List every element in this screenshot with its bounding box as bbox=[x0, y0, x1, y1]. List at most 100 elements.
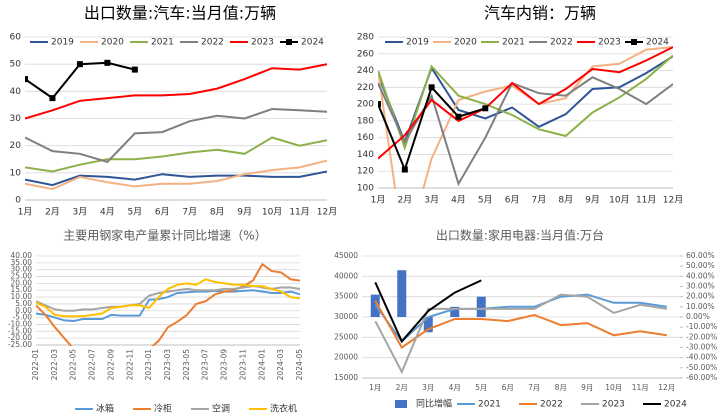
point-marker bbox=[104, 59, 111, 66]
x-tick-label: 6月 bbox=[155, 207, 170, 218]
x-tick-label: 5月 bbox=[127, 207, 142, 218]
chart-title: 汽车内销：万辆 bbox=[484, 4, 596, 23]
chart-panel: 出口数量:汽车:当月值:万辆 0 10 20 30 40 50 60 1月 2月 3月 4月 5月 6月 7… bbox=[10, 4, 338, 218]
series-line bbox=[374, 300, 667, 349]
x-tick-label: 2022-09 bbox=[106, 349, 115, 381]
point-marker bbox=[455, 113, 462, 120]
x-tick-label: 1月 bbox=[371, 195, 386, 206]
y2-tick-label: -20.00% bbox=[686, 332, 717, 341]
y-tick-label: 10.00 bbox=[11, 292, 33, 301]
x-tick-label: 8月 bbox=[558, 195, 573, 206]
y2-tick-label: -10.00% bbox=[686, 322, 717, 331]
legend-label: 2021 bbox=[151, 38, 174, 48]
y-tick-label: 40000 bbox=[334, 271, 358, 280]
y-tick-label: 280 bbox=[357, 33, 374, 43]
legend-label: 2022 bbox=[550, 38, 573, 48]
y-tick-label: 200 bbox=[357, 100, 374, 110]
point-marker bbox=[482, 105, 489, 112]
y-tick-label: 40.00 bbox=[11, 251, 33, 260]
plot-area bbox=[36, 262, 300, 346]
y-tick-label: -10.00 bbox=[8, 319, 32, 328]
x-tick-label: 6月 bbox=[502, 383, 514, 392]
y-tick-label: 30 bbox=[10, 114, 22, 124]
y-tick-label: 120 bbox=[357, 167, 374, 177]
chart-panel: 主要用钢家电产量累计同比增速（%） -25.00-20.00-15.00-10.0… bbox=[8, 228, 304, 415]
plot-area bbox=[378, 46, 673, 189]
x-tick-label: 11月 bbox=[632, 383, 649, 392]
chart-title: 出口数量:汽车:当月值:万辆 bbox=[84, 4, 276, 23]
legend-label: 同比增幅 bbox=[416, 398, 452, 410]
legend-label: 2020 bbox=[101, 38, 124, 48]
x-tick-label: 6月 bbox=[505, 195, 520, 206]
legend-label: 2022 bbox=[540, 400, 563, 410]
y-tick-label: 10 bbox=[10, 168, 22, 178]
y-tick-label: 15000 bbox=[334, 373, 358, 382]
y-tick-label: -20.00 bbox=[8, 333, 32, 342]
y2-tick-label: 30.00% bbox=[686, 282, 715, 291]
legend-label: 2020 bbox=[454, 38, 477, 48]
legend-label: 2024 bbox=[646, 38, 669, 48]
x-tick-label: 3月 bbox=[73, 207, 88, 218]
x-tick-label: 4月 bbox=[100, 207, 115, 218]
y2-tick-label: -60.00% bbox=[686, 373, 717, 382]
series-line bbox=[378, 46, 673, 189]
x-tick-label: 3月 bbox=[422, 383, 434, 392]
y-tick-label: 5.00 bbox=[15, 299, 32, 308]
series-line bbox=[25, 107, 327, 164]
x-tick-label: 7月 bbox=[528, 383, 540, 392]
y2-tick-label: -50.00% bbox=[686, 363, 717, 372]
series-line bbox=[378, 54, 673, 151]
y-tick-label: 220 bbox=[357, 83, 374, 93]
point-marker bbox=[25, 76, 28, 83]
legend-label: 冷柜 bbox=[154, 403, 172, 415]
series-line bbox=[25, 63, 327, 120]
y-tick-label: 100 bbox=[357, 184, 374, 194]
chart-title: 主要用钢家电产量累计同比增速（%） bbox=[63, 228, 266, 243]
plot-area bbox=[370, 270, 667, 375]
y-tick-label: 40 bbox=[10, 87, 22, 97]
x-tick-label: 1月 bbox=[18, 207, 33, 218]
legend-label: 2022 bbox=[201, 38, 224, 48]
x-tick-label: 8月 bbox=[210, 207, 225, 218]
bar bbox=[450, 306, 460, 317]
y-tick-label: 140 bbox=[357, 150, 374, 160]
bar bbox=[397, 270, 407, 317]
bar bbox=[423, 317, 433, 333]
x-tick-label: 2024-01 bbox=[257, 349, 266, 381]
y-tick-label: 30000 bbox=[334, 312, 358, 321]
series-line bbox=[36, 278, 300, 318]
y-tick-label: 45000 bbox=[334, 251, 358, 260]
series-line bbox=[374, 279, 482, 344]
legend-label: 洗衣机 bbox=[270, 403, 297, 415]
legend-label: 2019 bbox=[51, 38, 74, 48]
x-tick-label: 10月 bbox=[605, 383, 622, 392]
y-tick-label: -25.00 bbox=[8, 340, 32, 349]
y-tick-label: 25.00 bbox=[11, 272, 33, 281]
x-tick-label: 4月 bbox=[449, 383, 461, 392]
x-tick-label: 1月 bbox=[369, 383, 381, 392]
y2-tick-label: 10.00% bbox=[686, 302, 715, 311]
x-tick-label: 2022-03 bbox=[50, 349, 59, 381]
y-tick-label: 15.00 bbox=[11, 285, 33, 294]
series-line bbox=[374, 293, 667, 375]
y-tick-label: 0 bbox=[15, 196, 21, 206]
x-tick-label: 4月 bbox=[451, 195, 466, 206]
x-tick-label: 2023-11 bbox=[238, 349, 247, 381]
x-tick-label: 2023-05 bbox=[182, 349, 191, 381]
y-tick-label: 30.00 bbox=[11, 265, 33, 274]
point-marker bbox=[131, 66, 138, 73]
y-tick-label: 180 bbox=[357, 116, 374, 126]
series-line bbox=[36, 262, 300, 346]
series-line bbox=[378, 46, 673, 160]
bar bbox=[476, 296, 486, 317]
y2-tick-label: 40.00% bbox=[686, 271, 715, 280]
legend-label: 2021 bbox=[478, 400, 501, 410]
chart-panel: 出口数量:家用电器:当月值:万台 15000 20000 25000 30000 3500… bbox=[334, 228, 717, 410]
y-tick-label: 20 bbox=[10, 141, 22, 151]
y-tick-label: -5.00 bbox=[13, 313, 33, 322]
point-marker bbox=[76, 61, 83, 68]
x-tick-label: 2024-05 bbox=[295, 349, 304, 381]
legend-marker bbox=[286, 39, 292, 45]
x-tick-label: 2022-07 bbox=[88, 349, 97, 381]
y2-tick-label: 0.00% bbox=[686, 312, 710, 321]
